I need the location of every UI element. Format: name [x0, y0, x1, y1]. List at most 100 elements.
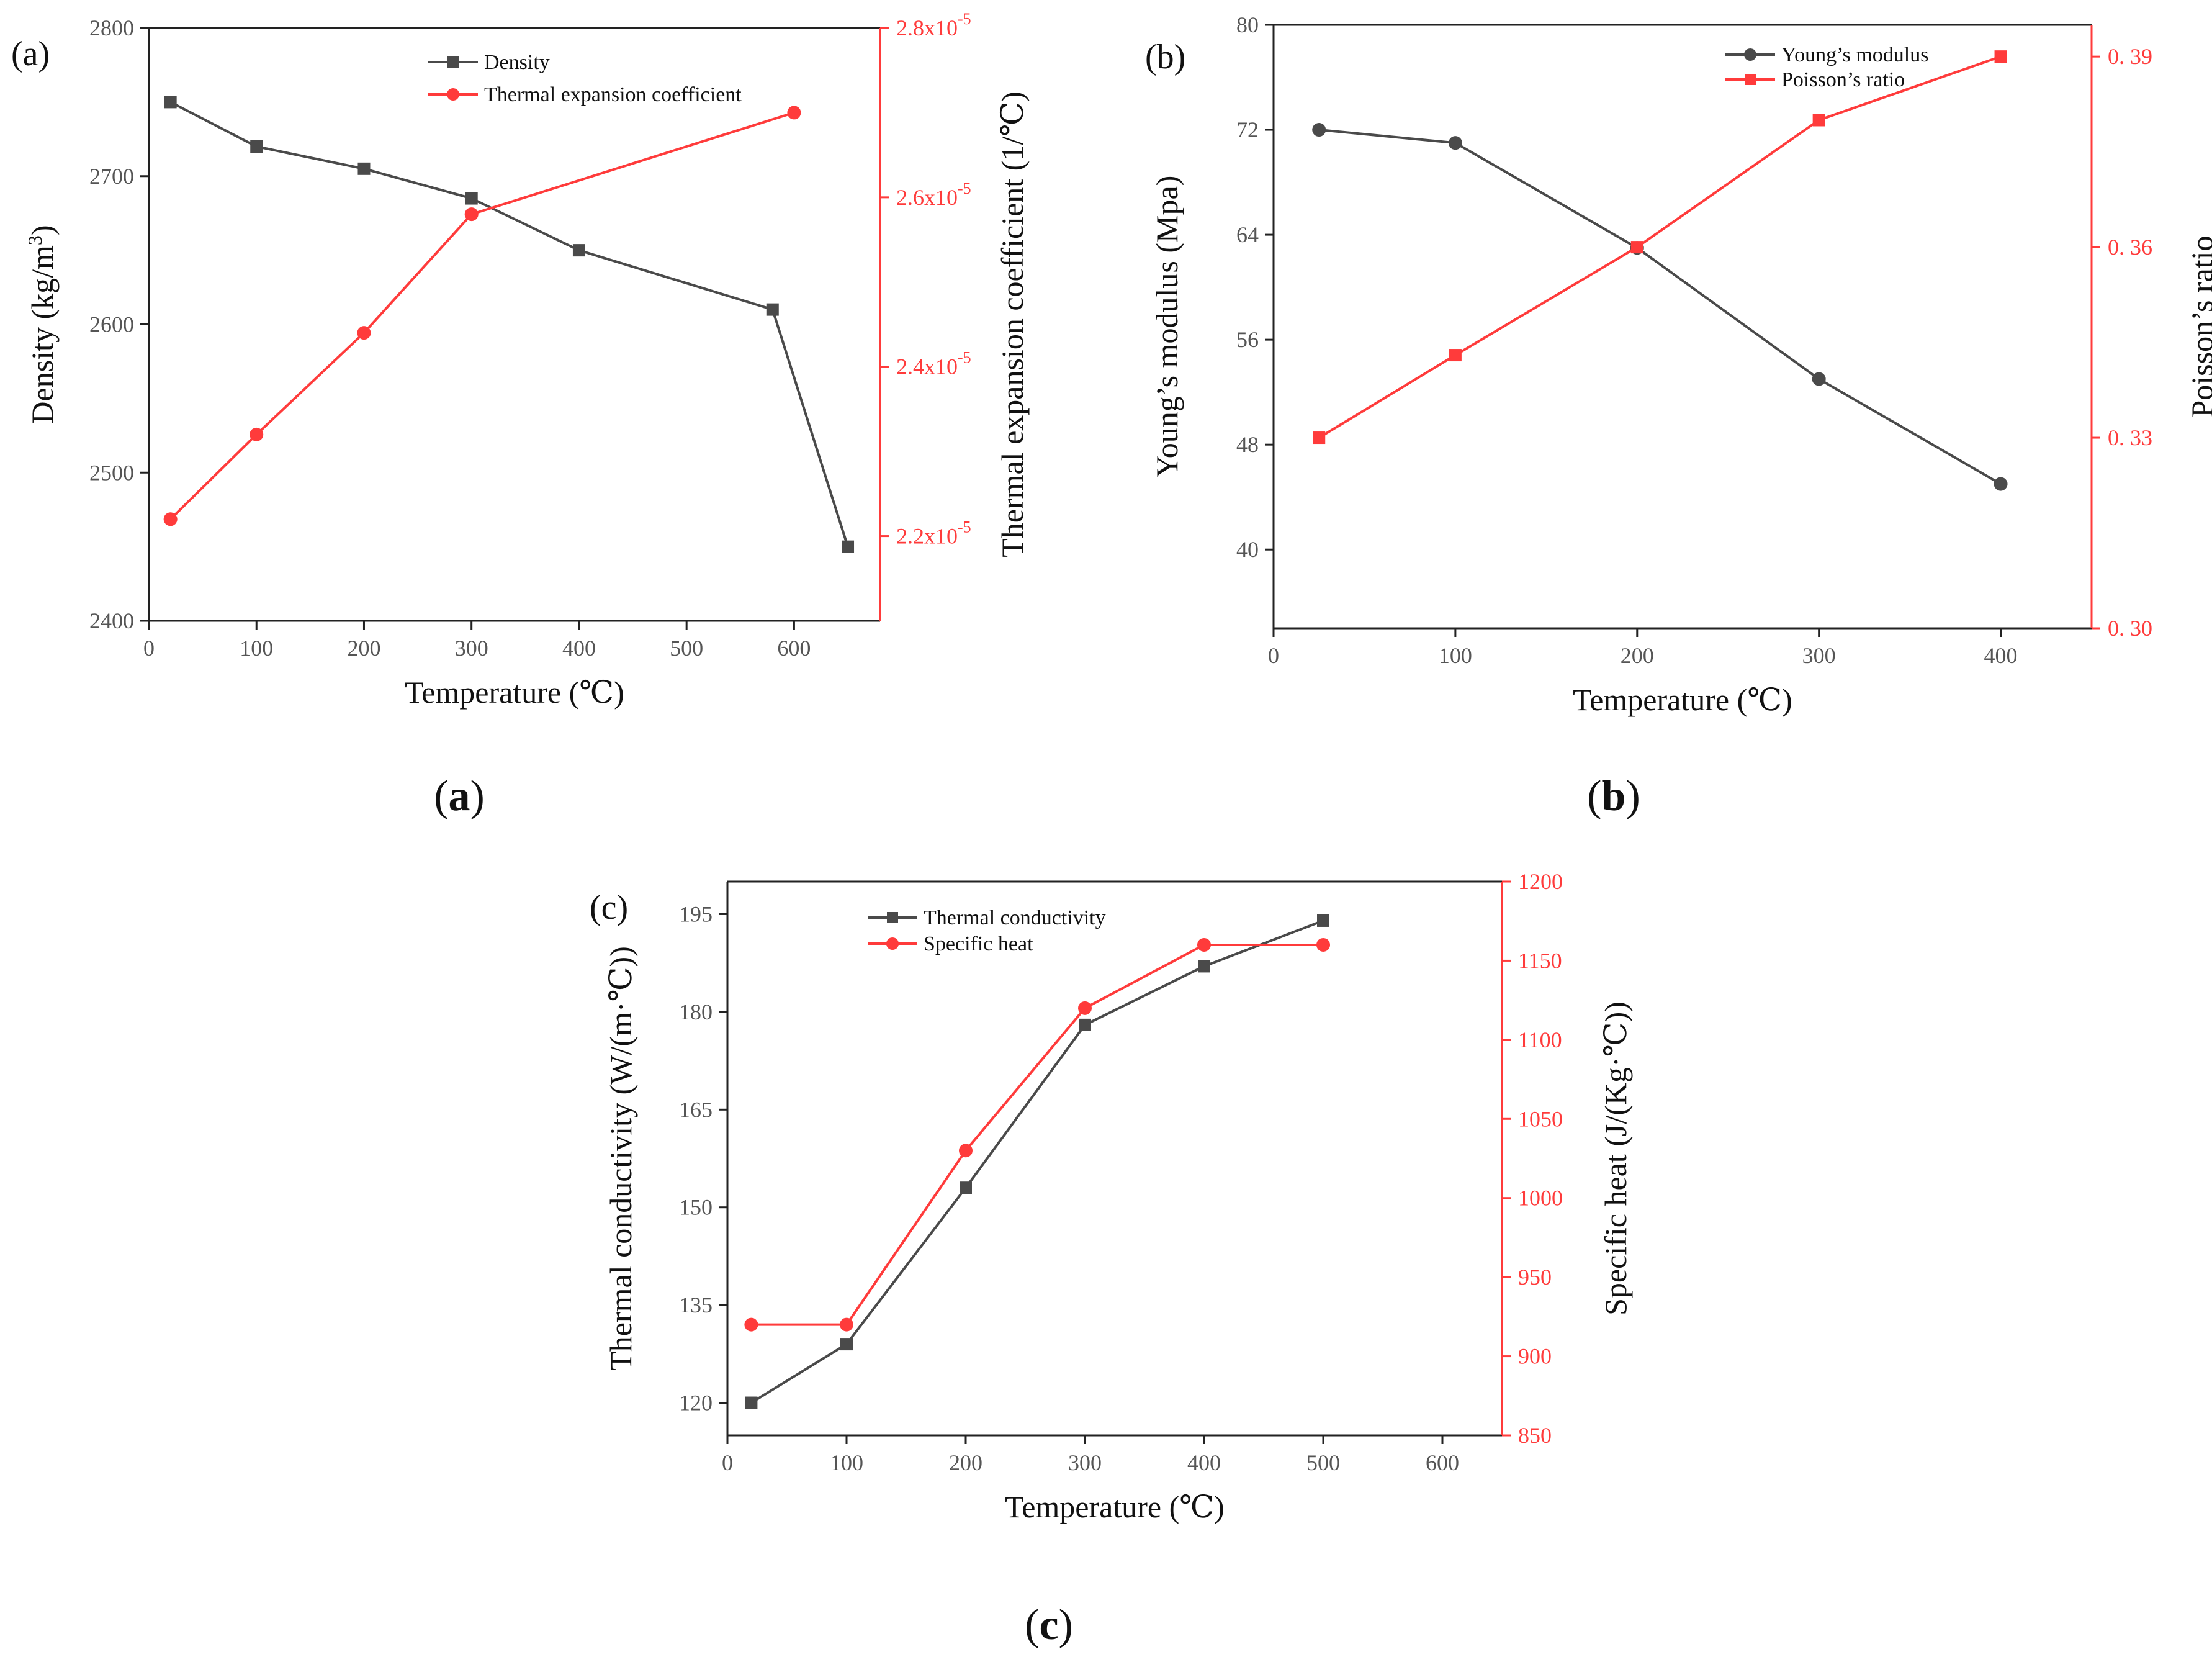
right-tick-label: 0. 39: [2108, 44, 2152, 69]
left-tick-label: 195: [679, 901, 713, 926]
data-point: [840, 1317, 853, 1332]
right-tick-label: 1200: [1518, 869, 1563, 894]
panel-a: 0 100 200 300 400 500 600 2400 2500 2600 2700 2800 2…: [11, 10, 1030, 710]
right-tick-label: 0. 36: [2108, 235, 2152, 260]
data-point: [840, 1338, 853, 1351]
x-tick-label: 100: [1439, 643, 1472, 668]
x-tick-label: 500: [1306, 1450, 1340, 1475]
left-tick-label: 40: [1236, 537, 1259, 562]
x-tick-label: 200: [347, 636, 380, 661]
panel-c: 0 100 200 300 400 500 600 120 135 150 165 180 195 850…: [590, 869, 1633, 1524]
data-point: [1312, 123, 1326, 137]
right-tick-label: 850: [1518, 1423, 1552, 1448]
right-tick-label: 1150: [1518, 948, 1562, 973]
left-axis-title-part: Young’s modulus (Mpa): [1149, 176, 1184, 478]
right-axis-title: Specific heat (J/(Kg·℃)): [1598, 1001, 1633, 1316]
data-point: [163, 512, 178, 526]
left-tick-label: 2800: [89, 16, 134, 40]
right-tick-base: 1050: [1518, 1106, 1563, 1131]
legend-marker: [1744, 48, 1756, 61]
series-line-thermal-conductivity: [750, 919, 1324, 1404]
caption-c: (c): [1025, 1601, 1073, 1649]
left-tick-label: 2400: [89, 608, 134, 633]
legend-label: Poisson’s ratio: [1781, 68, 1905, 91]
data-point: [1317, 914, 1329, 927]
right-axis-title: Thermal expansion coefficient (1/℃): [995, 91, 1030, 558]
data-point: [1812, 372, 1826, 386]
data-point: [787, 106, 801, 120]
x-tick-label: 300: [1068, 1450, 1102, 1475]
left-axis-title-part: ): [25, 225, 60, 235]
x-axis-title: Temperature (℃): [405, 675, 624, 710]
left-tick-label: 2500: [89, 460, 134, 485]
series-line-density: [169, 101, 849, 548]
x-tick-label: 0: [722, 1450, 733, 1475]
caption-b: (b): [1587, 772, 1640, 820]
data-point: [1197, 937, 1211, 952]
data-point: [465, 192, 478, 205]
data-point: [164, 96, 177, 109]
x-tick-label: 300: [455, 636, 488, 661]
right-tick-label: 1050: [1518, 1106, 1563, 1131]
legend-label: Thermal conductivity: [924, 906, 1106, 929]
caption-a: (a): [434, 772, 485, 820]
right-tick-base: 1000: [1518, 1186, 1563, 1211]
x-tick-label: 600: [777, 636, 811, 661]
right-tick-label: 1100: [1518, 1027, 1562, 1052]
right-tick-base: 850: [1518, 1423, 1552, 1448]
data-point: [1994, 50, 2007, 63]
x-axis-title: Temperature (℃): [1005, 1489, 1225, 1524]
left-axis-title: Density (kg/m3): [24, 225, 60, 423]
left-axis-title-part: Thermal conductivity (W/(m·℃)): [603, 946, 638, 1370]
x-tick-label: 400: [1984, 643, 2018, 668]
left-tick-label: 180: [679, 1000, 713, 1024]
legend-marker: [886, 937, 899, 950]
data-point: [1078, 1001, 1092, 1015]
right-tick-exponent: -5: [958, 518, 971, 536]
legend-marker: [447, 88, 459, 101]
left-tick-label: 120: [679, 1391, 713, 1415]
data-point: [744, 1317, 758, 1332]
data-point: [959, 1144, 973, 1158]
left-tick-label: 48: [1236, 432, 1259, 457]
series-line-specific-heat: [751, 943, 1323, 1326]
right-tick-base: 2.4x10: [896, 354, 958, 379]
data-point: [357, 326, 371, 340]
panel-b: 0 100 200 300 400 40 48 56 64 72 80 0. 30 0. 33 0. 36…: [1145, 12, 2212, 717]
data-point: [1079, 1018, 1091, 1031]
x-tick-label: 0: [1268, 643, 1279, 668]
right-tick-label: 2.2x10-5: [896, 518, 971, 549]
right-tick-base: 1100: [1518, 1027, 1562, 1052]
right-tick-base: 0. 36: [2108, 235, 2152, 260]
x-tick-label: 100: [830, 1450, 863, 1475]
x-tick-label: 200: [1621, 643, 1654, 668]
legend-label: Density: [484, 51, 550, 74]
right-tick-label: 1000: [1518, 1186, 1563, 1211]
data-point: [357, 162, 371, 175]
left-axis-title-part: 3: [24, 235, 46, 245]
data-point: [572, 244, 585, 257]
left-axis-title: Young’s modulus (Mpa): [1149, 176, 1184, 478]
data-point: [1313, 431, 1326, 445]
data-point: [766, 303, 779, 316]
legend-label: Thermal expansion coefficient: [484, 83, 742, 106]
left-axis-title-part: Density (kg/m: [25, 245, 60, 424]
right-tick-base: 900: [1518, 1344, 1552, 1369]
left-tick-label: 2700: [89, 164, 134, 189]
x-tick-label: 600: [1426, 1450, 1459, 1475]
right-tick-base: 2.2x10: [896, 524, 958, 549]
data-point: [464, 207, 479, 222]
x-tick-label: 200: [949, 1450, 982, 1475]
series-line-poisson-s-ratio: [1318, 55, 2002, 439]
panel-label: (b): [1145, 38, 1185, 76]
panel-label: (c): [590, 888, 628, 927]
right-tick-exponent: -5: [958, 349, 971, 367]
right-tick-exponent: -5: [958, 10, 971, 28]
right-tick-label: 2.8x10-5: [896, 10, 971, 40]
x-tick-label: 300: [1802, 643, 1836, 668]
left-tick-label: 165: [679, 1097, 713, 1122]
series-line-thermal-expansion-coefficient: [169, 111, 795, 520]
data-point: [1994, 477, 2008, 491]
legend-marker: [887, 912, 898, 923]
